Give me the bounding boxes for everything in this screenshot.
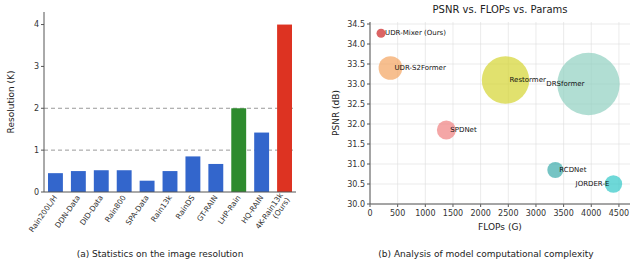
reference-line — [44, 108, 296, 109]
category-label: DDN-Data — [53, 193, 82, 229]
tick-label: 32.0 — [347, 120, 365, 129]
plot-area — [44, 25, 296, 192]
bar — [277, 25, 292, 192]
tick-label: 30.0 — [347, 200, 365, 209]
tick-label: 0 — [34, 188, 39, 197]
bar — [208, 164, 223, 192]
tick-label: 1 — [34, 146, 39, 155]
y-axis-label: PSNR (dB) — [331, 90, 341, 136]
grid-line — [425, 22, 426, 204]
grid-line — [535, 22, 536, 204]
category-label: 4K-Rain13k(Ours) — [254, 191, 293, 236]
caption: (b) Analysis of model computational comp… — [378, 249, 594, 259]
x-axis — [44, 192, 296, 193]
grid-line — [370, 144, 630, 145]
tick-label: 3500 — [553, 209, 573, 218]
tick-label: 33.5 — [347, 60, 365, 69]
tick-label: 2500 — [498, 209, 518, 218]
bar — [117, 170, 132, 192]
x-axis — [370, 204, 630, 205]
category-label-line: DID-Data — [78, 193, 105, 226]
grid-line — [370, 204, 630, 205]
category-label: SPA-Data — [124, 193, 151, 226]
bubble-chart: 0 500 1000 1500 2000 2500 3000 3500 4000 4500 30.0… — [331, 4, 630, 259]
y-axis — [370, 22, 371, 204]
bar — [185, 156, 200, 192]
category-label: LHP-Rain — [216, 193, 243, 226]
category-label-line: RainDS — [174, 193, 197, 220]
grid-line — [397, 22, 398, 204]
tick-label: 34.0 — [347, 40, 365, 49]
category-label-line: LHP-Rain — [216, 193, 243, 226]
bar — [94, 170, 109, 192]
category-label: DID-Data — [78, 193, 105, 226]
bar-chart: 01234Rain200L/HDDN-DataDID-DataRain800SP… — [6, 12, 296, 259]
plot-area — [377, 29, 623, 193]
tick-label: 1000 — [415, 209, 435, 218]
category-label-line: DDN-Data — [53, 193, 82, 229]
tick-label: 4000 — [581, 209, 601, 218]
grid-line — [618, 22, 619, 204]
x-axis-label: FLOPs (G) — [478, 222, 522, 232]
tick-label: 33.0 — [347, 80, 365, 89]
grid-line — [370, 44, 630, 45]
category-label-line: (Ours) — [271, 196, 292, 220]
bar — [71, 171, 86, 192]
point-label: DRSformer — [546, 80, 584, 88]
category-label: Rain13k — [149, 193, 174, 224]
category-label-line: Rain13k — [149, 193, 174, 224]
point-label: JORDER-E — [575, 180, 610, 188]
tick-label: 3 — [34, 62, 39, 71]
grid-line — [563, 22, 564, 204]
bar — [231, 108, 246, 192]
tick-label: 500 — [390, 209, 405, 218]
grid-line — [370, 164, 630, 165]
category-label: Rain200L/H — [27, 193, 59, 234]
category-label-line: SPA-Data — [124, 193, 151, 226]
point-label: Restormer — [510, 76, 546, 84]
point-label: RCDNet — [559, 166, 586, 174]
point-label: UDR-S2Former — [394, 64, 445, 72]
tick-label: 31.0 — [347, 160, 365, 169]
y-axis-label: Resolution (K) — [6, 71, 16, 134]
tick-label: 31.5 — [347, 140, 365, 149]
grid-line — [452, 22, 453, 204]
category-label-line: GT-RAIN — [195, 193, 220, 223]
chart: 01234Rain200L/HDDN-DataDID-DataRain800SP… — [0, 0, 640, 265]
tick-label: 32.5 — [347, 100, 365, 109]
category-label: GT-RAIN — [195, 193, 220, 223]
bar — [140, 181, 155, 192]
tick-label: 3000 — [526, 209, 546, 218]
category-label: RainDS — [174, 193, 197, 220]
tick-label: 4500 — [609, 209, 629, 218]
tick-label: 30.5 — [347, 180, 365, 189]
tick-label: 2000 — [470, 209, 490, 218]
chart-title: PSNR vs. FLOPs vs. Params — [433, 4, 568, 15]
caption: (a) Statistics on the image resolution — [77, 249, 244, 259]
tick-label: 34.5 — [347, 20, 365, 29]
grid-line — [480, 22, 481, 204]
category-label-line: Rain200L/H — [27, 193, 59, 234]
grid-line — [370, 22, 371, 204]
grid-line — [508, 22, 509, 204]
point-label: UDR-Mixer (Ours) — [385, 29, 446, 37]
bar — [163, 171, 178, 192]
point-label: SPDNet — [450, 126, 477, 134]
bar — [254, 133, 269, 192]
tick-label: 0 — [367, 209, 372, 218]
tick-label: 1500 — [443, 209, 463, 218]
grid-line — [370, 124, 630, 125]
bar — [48, 173, 63, 192]
y-axis — [44, 12, 45, 192]
tick-label: 2 — [34, 104, 39, 113]
tick-label: 4 — [34, 20, 39, 29]
grid-line — [370, 24, 630, 25]
